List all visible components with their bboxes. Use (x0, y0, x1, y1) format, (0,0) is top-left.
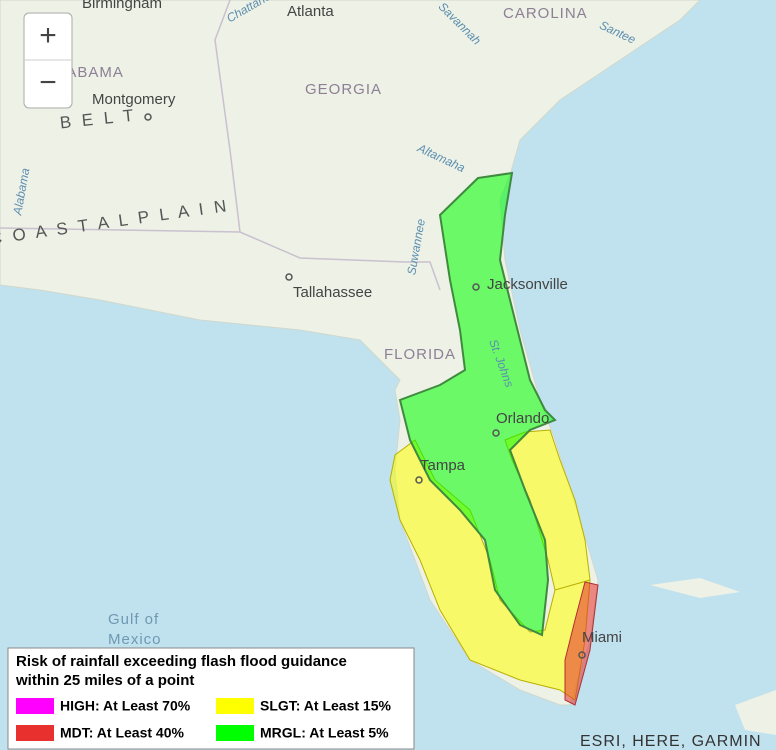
legend-title: Risk of rainfall exceeding flash flood g… (16, 653, 347, 670)
legend-label: MDT: At Least 40% (60, 725, 185, 741)
place-label: Atlanta (287, 3, 334, 20)
city-dot (472, 283, 480, 291)
zoom-in-button[interactable]: + (39, 19, 57, 52)
legend-swatch (16, 725, 54, 741)
sea-label: Gulf of (108, 611, 159, 628)
place-label: Tallahassee (293, 284, 372, 301)
legend-swatch (216, 698, 254, 714)
attribution: ESRI, HERE, GARMIN (580, 733, 762, 750)
legend-label: MRGL: At Least 5% (260, 725, 389, 741)
city-dot (285, 273, 293, 281)
marginal-risk-area (398, 171, 557, 637)
city-dot (578, 651, 586, 659)
place-label: Orlando (496, 410, 549, 427)
legend-title: within 25 miles of a point (15, 672, 194, 689)
region-label: FLORIDA (384, 346, 456, 363)
legend-swatch (16, 698, 54, 714)
place-label: Tampa (420, 457, 466, 474)
legend-label: SLGT: At Least 15% (260, 698, 392, 714)
region-label: CAROLINA (503, 5, 588, 22)
legend-label: HIGH: At Least 70% (60, 698, 191, 714)
place-label: Jacksonville (487, 276, 568, 293)
legend-box (7, 647, 415, 750)
state-borders (0, 0, 441, 291)
city-dot (492, 429, 500, 437)
legend-swatch (216, 725, 254, 741)
islands (650, 578, 776, 735)
place-label: Miami (582, 629, 622, 646)
place-label: Montgomery (92, 91, 176, 108)
legend: Risk of rainfall exceeding flash flood g… (7, 647, 415, 750)
place-label: Birmingham (82, 0, 162, 12)
zoom-control: + − (23, 12, 73, 109)
region-label: GEORGIA (305, 81, 382, 98)
zoom-out-button[interactable]: − (39, 66, 57, 99)
city-dot (144, 113, 152, 121)
city-dot (415, 476, 423, 484)
moderate-risk-area (564, 581, 599, 706)
sea-label: Mexico (108, 631, 162, 648)
